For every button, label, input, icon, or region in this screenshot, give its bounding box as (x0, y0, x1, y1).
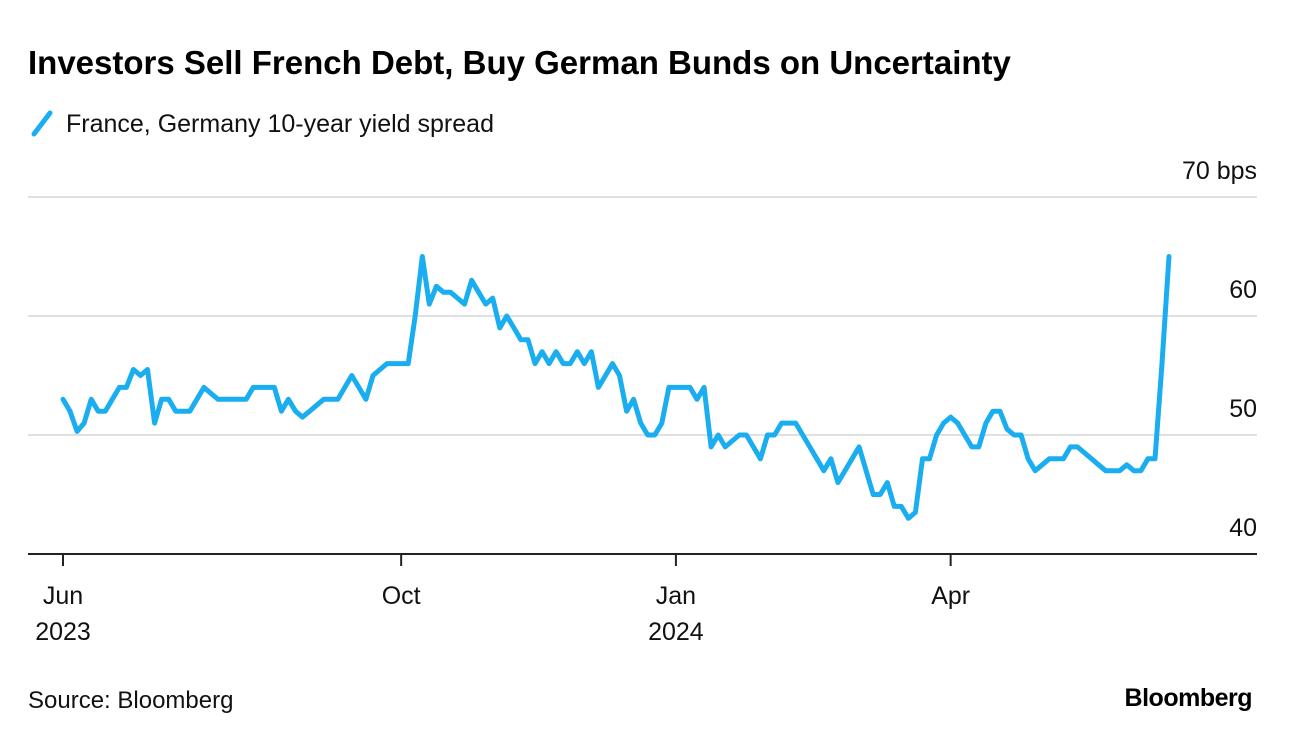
legend-label: France, Germany 10-year yield spread (66, 110, 494, 138)
y-tick-label: 60 (1229, 276, 1257, 304)
y-tick-label: 50 (1229, 395, 1257, 423)
chart-title: Investors Sell French Debt, Buy German B… (28, 44, 1012, 81)
source: Source: Bloomberg (28, 687, 233, 714)
series-line (60, 254, 1172, 521)
y-tick-label: 70 bps (1182, 157, 1257, 185)
legend-swatch (31, 110, 53, 137)
x-tick-label: Oct (381, 582, 421, 610)
x-tick-label: Jan 2024 (648, 582, 704, 646)
x-tick-label: Apr (931, 582, 971, 610)
y-tick-label: 40 (1229, 514, 1257, 542)
logo: Bloomberg (1125, 684, 1252, 712)
x-tick-label: Jun 2023 (35, 582, 91, 646)
